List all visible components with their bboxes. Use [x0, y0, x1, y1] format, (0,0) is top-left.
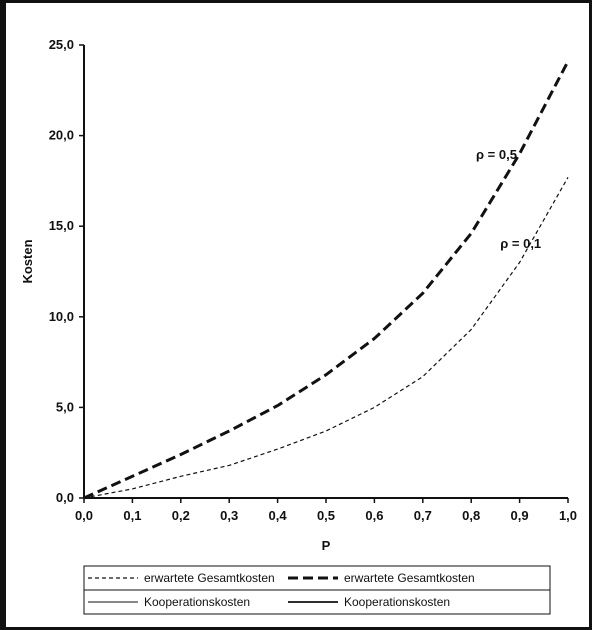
legend-label: erwartete Gesamtkosten: [344, 571, 475, 585]
annotations: ρ = 0,5 ρ = 0,1: [476, 147, 541, 251]
y-tick-label: 15,0: [49, 218, 74, 233]
curve-annotation: ρ = 0,5: [476, 147, 517, 162]
x-tick-label: 0,8: [462, 508, 480, 523]
series-layer: [83, 60, 570, 500]
x-tick-label: 0,1: [123, 508, 141, 523]
x-tick-label: 0,4: [269, 508, 288, 523]
legend-label: Kooperationskosten: [344, 595, 450, 609]
y-tick-label: 0,0: [56, 490, 74, 505]
x-tick-label: 0,3: [220, 508, 238, 523]
x-tick-label: 0,0: [75, 508, 93, 523]
y-axis-label: Kosten: [20, 239, 35, 283]
y-tick-label: 10,0: [49, 309, 74, 324]
x-tick-label: 0,7: [414, 508, 432, 523]
x-axis-label: P: [322, 538, 331, 553]
series-line-1: [83, 177, 569, 499]
x-tick-label: 0,6: [365, 508, 383, 523]
x-tick-label: 0,5: [317, 508, 335, 523]
series-line-2: [83, 60, 570, 500]
y-tick-label: 20,0: [49, 128, 74, 143]
x-tick-label: 0,9: [511, 508, 529, 523]
x-tick-label: 1,0: [559, 508, 577, 523]
y-tick-label: 25,0: [49, 37, 74, 52]
legend-label: Kooperationskosten: [144, 595, 250, 609]
legend-label: erwartete Gesamtkosten: [144, 571, 275, 585]
curve-annotation: ρ = 0,1: [500, 236, 541, 251]
y-ticks: 0,0 5,0 10,0 15,0 20,0 25,0: [49, 37, 84, 505]
y-tick-label: 5,0: [56, 399, 74, 414]
x-tick-label: 0,2: [172, 508, 190, 523]
axes: [83, 45, 568, 499]
legend: erwartete Gesamtkosten erwartete Gesamtko…: [83, 565, 551, 615]
x-ticks: 0,0 0,1 0,2 0,3 0,4 0,5 0,6 0,7 0,8 0,9 1,0: [75, 498, 577, 523]
